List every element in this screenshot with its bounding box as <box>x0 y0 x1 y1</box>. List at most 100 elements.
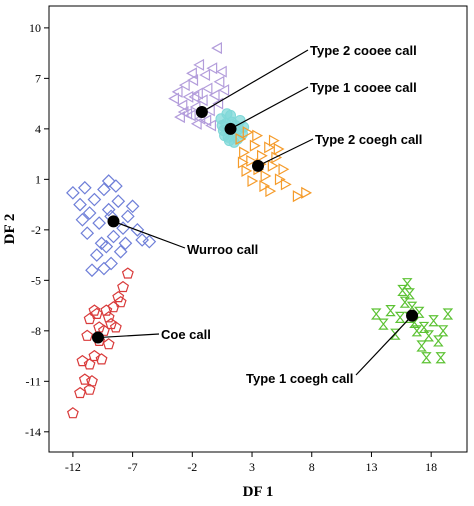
wurroo-label: Wurroo call <box>187 242 258 257</box>
type2-coegh-point <box>268 134 280 147</box>
y-tick-label: 1 <box>35 172 41 186</box>
wurroo-point <box>130 222 145 237</box>
x-tick-label: 18 <box>425 460 437 474</box>
type2-coegh-point <box>278 163 290 176</box>
type2-coegh-point <box>265 185 277 198</box>
x-tick-label: 3 <box>249 460 255 474</box>
type2-coegh-point <box>274 173 286 186</box>
y-axis-label: DF 2 <box>2 214 18 245</box>
coe-point <box>114 295 127 308</box>
wurroo-point <box>118 236 133 251</box>
type2-cooee-point <box>215 65 227 78</box>
type2-cooee-point <box>177 106 189 119</box>
coe-point <box>88 304 101 316</box>
type1-coegh-point <box>433 335 444 347</box>
coe-point <box>81 329 94 341</box>
wurroo-point <box>99 239 114 254</box>
coe-point <box>83 358 96 370</box>
type1-coegh-point <box>435 352 446 364</box>
wurroo-point <box>77 180 92 195</box>
type2-cooee-point <box>192 87 203 100</box>
x-axis-label: DF 1 <box>243 484 274 500</box>
y-tick-label: -14 <box>25 425 41 439</box>
coe-point <box>109 321 122 333</box>
type1-coegh-point <box>404 288 415 300</box>
type2-coegh-point <box>241 164 253 177</box>
coe-point <box>88 349 101 362</box>
type1-coegh-point <box>370 308 382 320</box>
type2-coegh-point <box>256 149 268 162</box>
wurroo-point <box>75 212 90 227</box>
x-tick-label: -12 <box>65 460 81 474</box>
type2-cooee-point <box>174 111 185 124</box>
type2-cooee-point <box>168 92 179 105</box>
wurroo-point <box>106 229 121 244</box>
coe-point <box>90 307 103 319</box>
type2-coegh-point <box>260 169 272 183</box>
type2-cooee-point <box>208 89 220 102</box>
type2-cooee-point <box>190 117 202 130</box>
wurroo-point <box>87 192 102 207</box>
coe-point <box>117 280 130 293</box>
wurroo-point <box>135 233 150 247</box>
x-tick-label: 8 <box>309 460 315 474</box>
coe-leader-line <box>97 333 160 339</box>
wurroo-point <box>92 216 107 230</box>
type1-cooee-label: Type 1 cooee call <box>310 80 417 95</box>
type1-cooee-centroid <box>224 122 237 135</box>
type2-coegh-point <box>271 151 283 164</box>
plot-frame <box>48 5 468 453</box>
type2-cooee-point <box>182 90 194 103</box>
wurroo-point <box>104 256 118 271</box>
type2-cooee-point <box>211 42 222 55</box>
data-layer <box>66 42 454 419</box>
type2-cooee-point <box>193 58 205 71</box>
type2-cooee-point <box>176 99 188 112</box>
wurroo-point <box>97 261 111 276</box>
type2-coegh-centroid <box>252 159 264 172</box>
type2-coegh-point <box>267 159 279 172</box>
wurroo-point <box>113 244 128 259</box>
wurroo-centroid <box>107 215 120 228</box>
type2-coegh-point <box>235 132 247 145</box>
coe-point <box>100 304 113 316</box>
y-tick-label: 4 <box>35 122 41 136</box>
coe-point <box>121 267 134 279</box>
wurroo-point <box>125 199 140 214</box>
type2-cooee-centroid <box>195 106 208 119</box>
type1-coegh-point <box>394 311 406 323</box>
type2-coegh-point <box>273 143 285 156</box>
wurroo-point <box>101 202 116 217</box>
type2-cooee-label: Type 2 cooee call <box>310 43 417 58</box>
type1-coegh-point <box>378 318 389 330</box>
type1-coegh-point <box>437 325 449 337</box>
type2-cooee-point <box>206 62 218 75</box>
type2-coegh-point <box>239 146 250 159</box>
type1-coegh-centroid <box>406 309 419 322</box>
type2-coegh-point <box>292 190 304 203</box>
type2-cooee-point <box>218 84 230 97</box>
coe-point <box>66 407 79 419</box>
wurroo-point <box>89 248 104 262</box>
type1-cooee-leader-line <box>230 86 309 130</box>
coe-centroid <box>91 331 104 344</box>
type2-coegh-point <box>259 180 271 193</box>
type2-coegh-label: Type 2 coegh call <box>315 132 422 147</box>
type1-coegh-label: Type 1 coegh call <box>246 371 353 386</box>
wurroo-point <box>120 209 135 224</box>
coe-point <box>76 354 89 367</box>
y-tick-label: -11 <box>25 374 41 388</box>
type1-coegh-leader-line <box>355 315 413 376</box>
coe-point <box>83 312 96 325</box>
type1-coegh-point <box>428 315 439 327</box>
coe-point <box>74 386 87 399</box>
type1-coegh-point <box>421 352 432 364</box>
type2-cooee-point <box>186 67 197 80</box>
y-tick-label: -5 <box>31 273 41 287</box>
x-tick-label: -7 <box>128 460 138 474</box>
wurroo-leader-line <box>113 220 186 249</box>
type2-cooee-leader-line <box>201 49 309 113</box>
type2-coegh-point <box>301 186 313 199</box>
type2-cooee-point <box>200 114 212 127</box>
